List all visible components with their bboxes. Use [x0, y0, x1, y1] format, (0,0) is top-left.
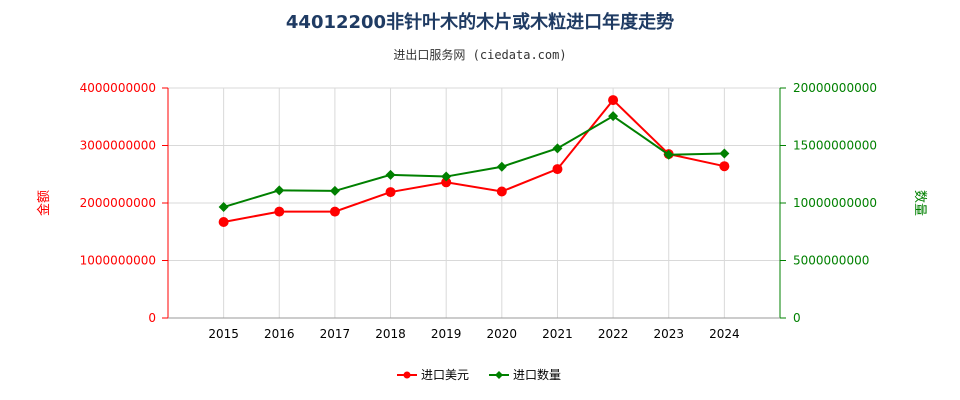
- data-point[interactable]: [608, 95, 619, 106]
- x-tick-label: 2015: [208, 327, 239, 341]
- y-axis-left-title: 金额: [36, 190, 52, 216]
- data-point[interactable]: [552, 143, 563, 154]
- data-point[interactable]: [218, 216, 229, 227]
- x-tick-label: 2019: [431, 327, 462, 341]
- data-point[interactable]: [329, 206, 340, 217]
- data-point[interactable]: [719, 148, 730, 159]
- x-tick-label: 2016: [264, 327, 295, 341]
- chart-subtitle: 进出口服务网 (ciedata.com): [393, 48, 567, 62]
- x-tick-label: 2024: [709, 327, 740, 341]
- x-tick-label: 2022: [598, 327, 629, 341]
- data-point[interactable]: [385, 169, 396, 180]
- data-point[interactable]: [552, 164, 563, 175]
- data-point[interactable]: [496, 161, 507, 172]
- data-point[interactable]: [608, 111, 619, 122]
- y-axis-right-title: 数量: [912, 190, 927, 216]
- legend-label-2[interactable]: 进口数量: [513, 367, 561, 382]
- legend-marker-2: [495, 371, 503, 379]
- chart-title: 44012200非针叶木的木片或木粒进口年度走势: [285, 12, 675, 33]
- x-tick-label: 2021: [542, 327, 573, 341]
- data-point[interactable]: [719, 161, 730, 172]
- x-tick-label: 2017: [320, 327, 351, 341]
- legend-marker-1: [403, 371, 411, 379]
- data-point[interactable]: [274, 206, 285, 217]
- y-left-tick-label: 1000000000: [80, 254, 156, 268]
- series-line-2: [223, 114, 725, 208]
- left-axis-ticks: 0 1000000000 2000000000 3000000000 400000000…: [80, 81, 168, 325]
- x-axis-ticks: 2015 2016 2017 2018 2019 2020 2021 2022 2023 2024: [208, 327, 739, 341]
- y-right-tick-label: 5000000000: [793, 254, 869, 268]
- y-right-tick-label: 0: [793, 311, 801, 325]
- legend-label-1[interactable]: 进口美元: [421, 368, 469, 382]
- y-left-tick-label: 3000000000: [80, 139, 156, 153]
- series-layer: [218, 95, 730, 227]
- legend: 进口美元 进口数量: [397, 367, 561, 382]
- x-tick-label: 2023: [653, 327, 684, 341]
- data-point[interactable]: [441, 177, 452, 188]
- y-right-tick-label: 10000000000: [793, 196, 877, 210]
- y-left-tick-label: 2000000000: [80, 196, 156, 210]
- series-line-1: [223, 98, 725, 223]
- data-point[interactable]: [218, 202, 229, 213]
- x-tick-label: 2018: [375, 327, 406, 341]
- y-right-tick-label: 15000000000: [793, 139, 877, 153]
- y-left-tick-label: 0: [148, 311, 156, 325]
- data-point[interactable]: [663, 149, 674, 160]
- y-right-tick-label: 20000000000: [793, 81, 877, 95]
- data-point[interactable]: [329, 185, 340, 196]
- data-point[interactable]: [441, 171, 452, 182]
- grid-lines: [168, 87, 781, 318]
- x-tick-label: 2020: [487, 327, 518, 341]
- data-point[interactable]: [496, 186, 507, 197]
- data-point[interactable]: [274, 185, 285, 196]
- data-point[interactable]: [385, 187, 396, 198]
- y-left-tick-label: 4000000000: [80, 81, 156, 95]
- right-axis-ticks: 0 5000000000 10000000000 15000000000 2000000…: [780, 81, 877, 325]
